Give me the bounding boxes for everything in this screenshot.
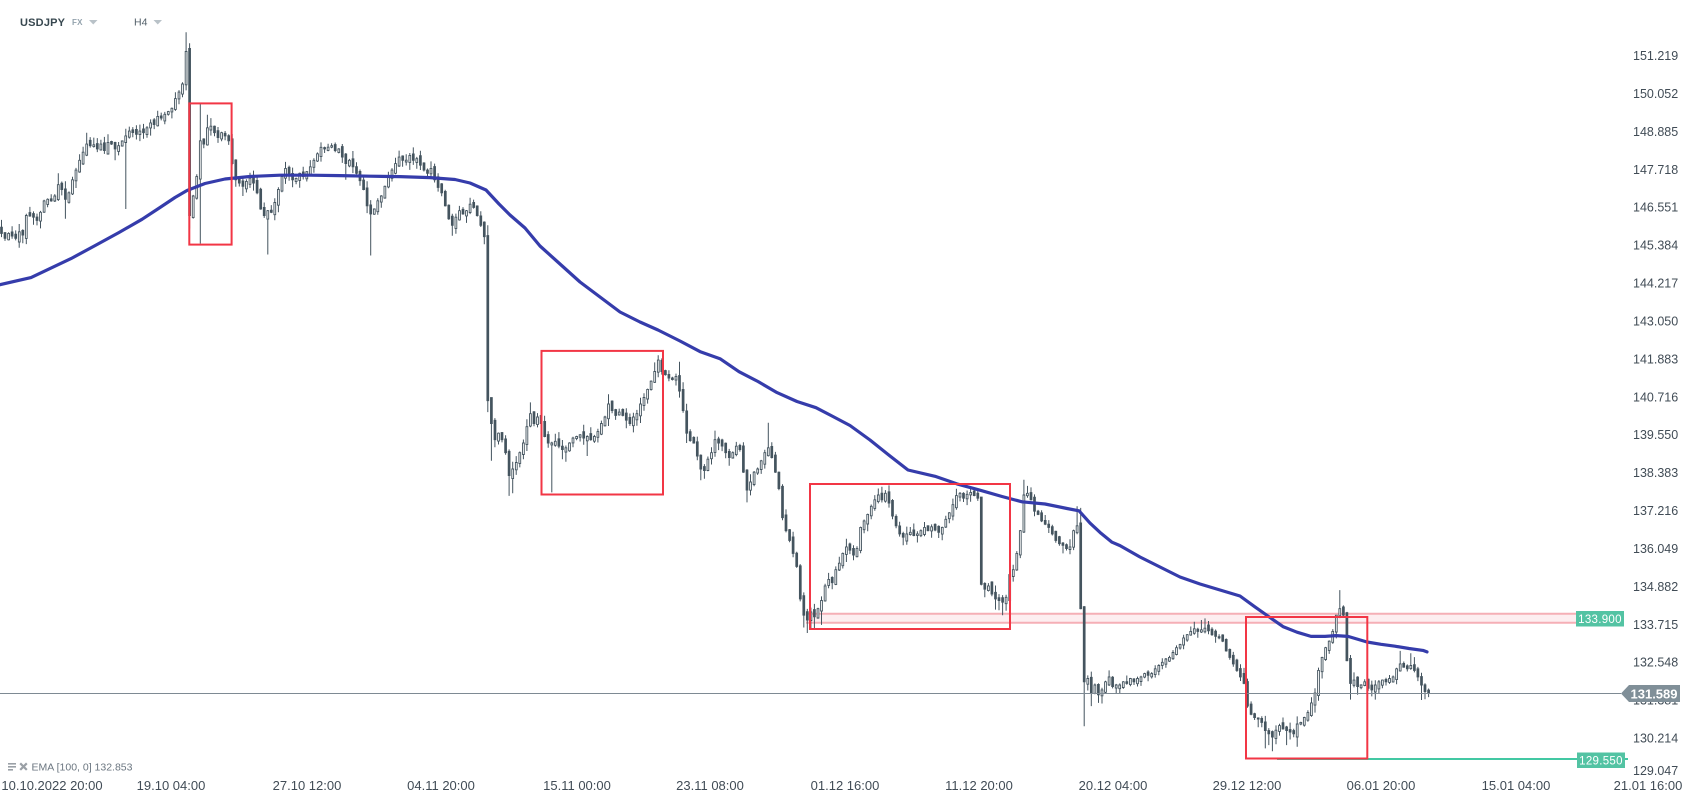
svg-text:21.01 16:00: 21.01 16:00 [1614, 778, 1683, 793]
svg-text:01.12 16:00: 01.12 16:00 [811, 778, 880, 793]
svg-text:143.050: 143.050 [1633, 314, 1678, 328]
svg-text:134.882: 134.882 [1633, 580, 1678, 594]
svg-text:USDJPY: USDJPY [20, 17, 66, 29]
svg-text:144.217: 144.217 [1633, 277, 1678, 291]
svg-text:129.550: 129.550 [1579, 756, 1623, 768]
svg-text:20.12 04:00: 20.12 04:00 [1079, 778, 1148, 793]
svg-text:131.589: 131.589 [1631, 687, 1678, 702]
svg-text:27.10 12:00: 27.10 12:00 [273, 778, 342, 793]
svg-text:H4: H4 [134, 17, 148, 29]
svg-text:141.883: 141.883 [1633, 352, 1678, 366]
svg-text:29.12 12:00: 29.12 12:00 [1213, 778, 1282, 793]
svg-text:15.11 00:00: 15.11 00:00 [543, 778, 611, 793]
svg-text:140.716: 140.716 [1633, 390, 1678, 404]
svg-text:06.01 20:00: 06.01 20:00 [1347, 778, 1416, 793]
svg-text:148.885: 148.885 [1633, 125, 1678, 139]
svg-text:133.715: 133.715 [1633, 618, 1678, 632]
svg-text:11.12 20:00: 11.12 20:00 [945, 778, 1013, 793]
svg-text:137.216: 137.216 [1633, 504, 1678, 518]
svg-text:150.052: 150.052 [1633, 87, 1678, 101]
svg-text:146.551: 146.551 [1633, 201, 1678, 215]
svg-text:129.047: 129.047 [1633, 764, 1678, 778]
svg-text:136.049: 136.049 [1633, 542, 1678, 556]
svg-text:15.01 04:00: 15.01 04:00 [1482, 778, 1551, 793]
svg-text:145.384: 145.384 [1633, 239, 1678, 253]
svg-text:23.11 08:00: 23.11 08:00 [676, 778, 744, 793]
svg-text:151.219: 151.219 [1633, 49, 1678, 63]
svg-text:147.718: 147.718 [1633, 163, 1678, 177]
svg-text:130.214: 130.214 [1633, 732, 1678, 746]
svg-text:10.10.2022 20:00: 10.10.2022 20:00 [1, 778, 102, 793]
svg-text:FX: FX [72, 18, 83, 27]
svg-text:19.10 04:00: 19.10 04:00 [137, 778, 206, 793]
svg-text:139.550: 139.550 [1633, 428, 1678, 442]
svg-text:132.548: 132.548 [1633, 656, 1678, 670]
svg-text:04.11 20:00: 04.11 20:00 [407, 778, 475, 793]
svg-text:133.900: 133.900 [1578, 614, 1622, 626]
svg-text:EMA [100, 0] 132.853: EMA [100, 0] 132.853 [32, 762, 133, 774]
svg-text:138.383: 138.383 [1633, 466, 1678, 480]
